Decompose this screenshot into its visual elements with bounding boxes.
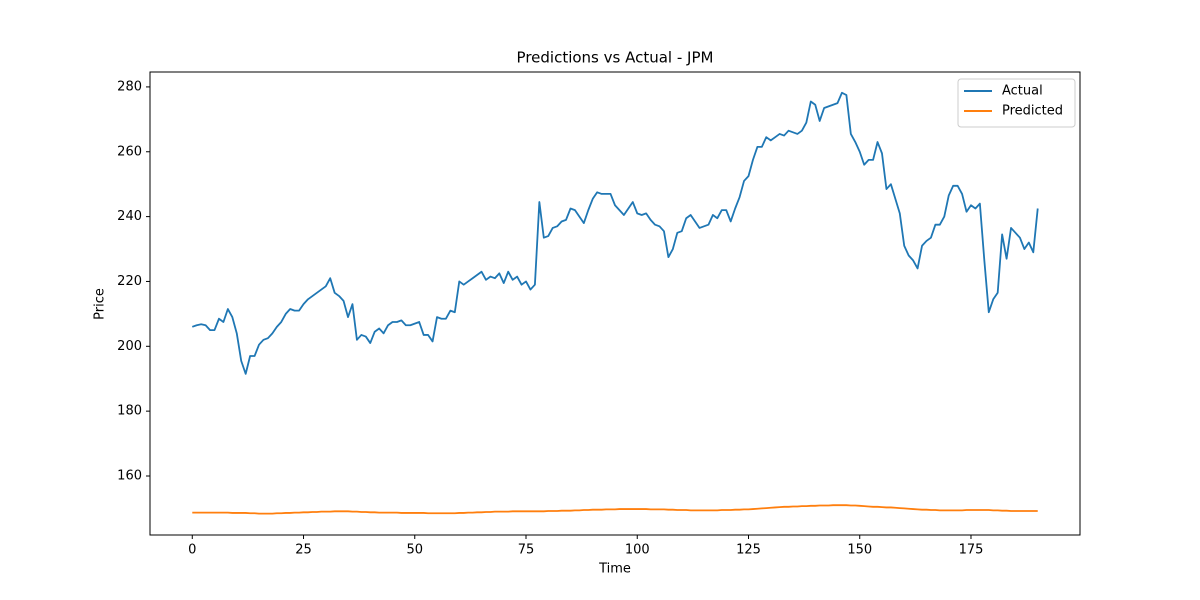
y-axis-label: Price — [93, 288, 108, 320]
x-tick-label: 75 — [518, 543, 535, 558]
y-tick-label: 260 — [117, 144, 142, 159]
y-tick-label: 180 — [117, 404, 142, 419]
y-tick-label: 220 — [117, 274, 142, 289]
y-tick-label: 280 — [117, 79, 142, 94]
series-line — [191, 91, 1039, 375]
series-line — [192, 504, 1038, 515]
x-axis-label: Time — [598, 562, 631, 577]
x-tick-label: 100 — [625, 543, 650, 558]
x-tick-label: 125 — [736, 543, 761, 558]
x-tick-label: 175 — [959, 543, 984, 558]
x-tick-label: 150 — [847, 543, 872, 558]
axes-frame — [149, 71, 1081, 536]
y-tick-label: 160 — [117, 468, 142, 483]
legend-label: Actual — [1002, 84, 1043, 99]
chart-title: Predictions vs Actual - JPM — [517, 49, 714, 67]
x-tick-label: 0 — [188, 543, 196, 558]
x-tick-label: 50 — [406, 543, 423, 558]
x-tick-label: 25 — [295, 543, 312, 558]
y-tick-label: 240 — [117, 209, 142, 224]
y-tick-label: 200 — [117, 339, 142, 354]
legend-label: Predicted — [1002, 104, 1063, 119]
